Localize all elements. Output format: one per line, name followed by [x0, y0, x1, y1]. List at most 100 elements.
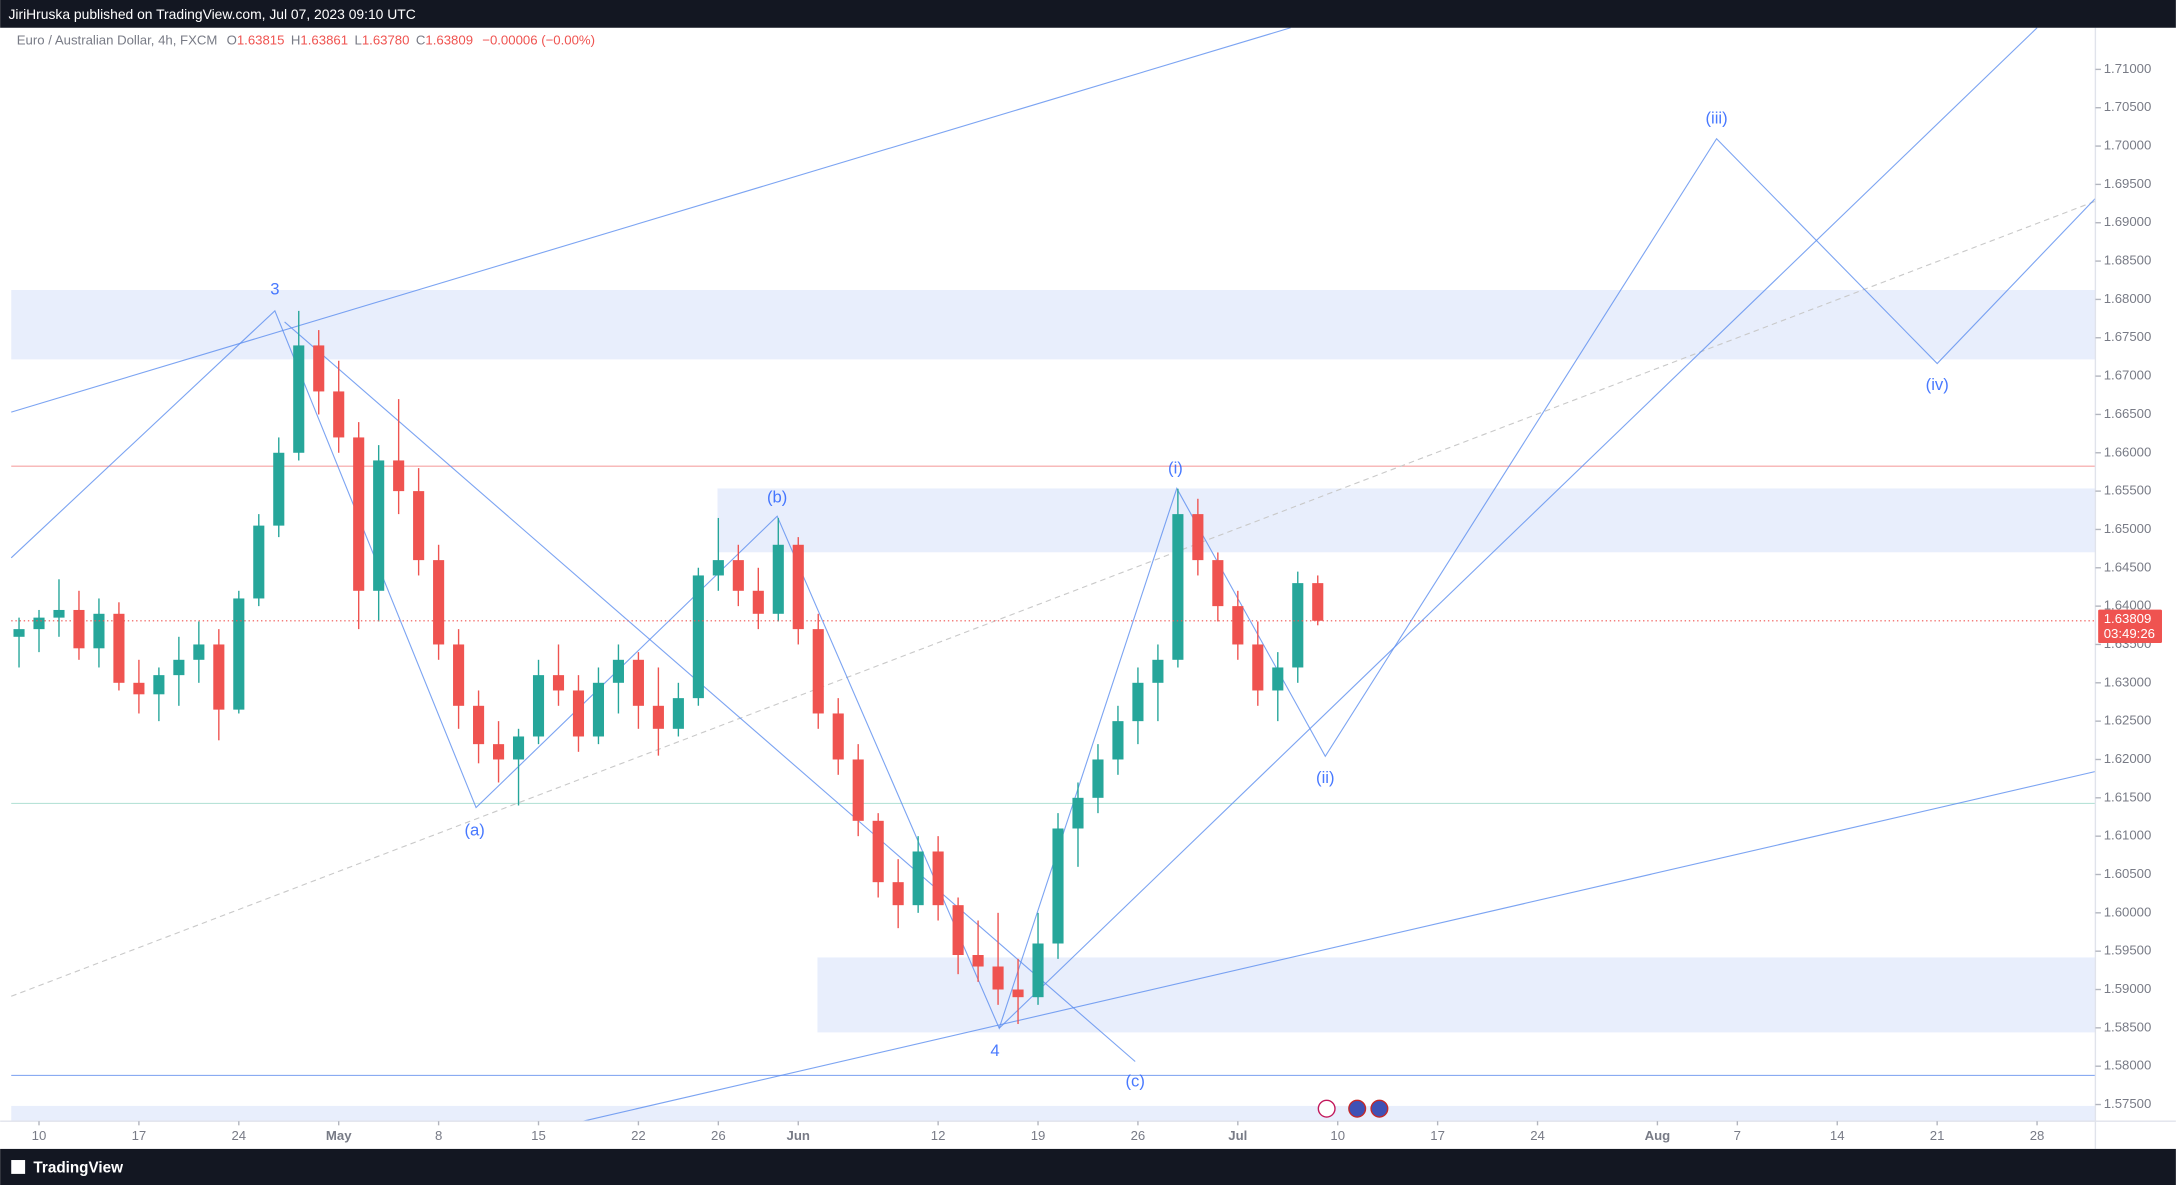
- candle-body: [113, 613, 125, 683]
- candle-body: [552, 675, 565, 691]
- x-tick-label: Aug: [1645, 1128, 1671, 1143]
- wave-label: (a): [465, 821, 485, 840]
- candle-body: [732, 560, 744, 591]
- wave-line: [284, 321, 1136, 1062]
- candle-body: [373, 460, 385, 591]
- brand-logo[interactable]: [11, 1160, 26, 1174]
- candle-body: [812, 629, 824, 714]
- wave-label: (b): [767, 488, 787, 507]
- trend-line: [998, 27, 2038, 1029]
- y-tick-label: 1.65000: [2104, 521, 2152, 536]
- candle-body: [213, 644, 225, 710]
- candle-body: [1032, 943, 1044, 998]
- x-tick-label: 8: [435, 1128, 442, 1143]
- y-tick-label: 1.68500: [2104, 253, 2152, 268]
- candle-body: [1272, 667, 1284, 691]
- candle-body: [493, 744, 505, 760]
- x-tick-label: May: [326, 1128, 352, 1143]
- candle-body: [393, 460, 405, 492]
- y-tick-label: 1.58000: [2104, 1058, 2152, 1073]
- symbol-title: Euro / Australian Dollar, 4h, FXCM: [17, 33, 218, 48]
- y-tick-label: 1.70500: [2104, 99, 2152, 114]
- candle-body: [473, 705, 485, 745]
- candle-body: [133, 682, 145, 695]
- candle-body: [612, 659, 624, 683]
- candle-body: [752, 590, 764, 614]
- x-tick-label: 7: [1734, 1128, 1741, 1143]
- y-tick-label: 1.64000: [2104, 598, 2152, 613]
- event-icon[interactable]: [1348, 1099, 1367, 1118]
- candle-body: [1292, 583, 1304, 668]
- countdown: 03:49:26: [2104, 626, 2155, 641]
- event-icon[interactable]: [1370, 1099, 1389, 1118]
- axes: 1.57500 1.58000 1.58500 1.59000 1.59500 1.600…: [32, 61, 2162, 1143]
- candle-body: [1252, 644, 1264, 691]
- y-tick-label: 1.59000: [2104, 981, 2152, 996]
- event-icon[interactable]: [1317, 1099, 1336, 1118]
- candle-body: [792, 544, 804, 630]
- candle-body: [233, 598, 245, 710]
- candle-body: [1212, 560, 1224, 607]
- y-tick-label: 1.67500: [2104, 329, 2152, 344]
- ohlc-key: C: [416, 33, 426, 48]
- candle-body: [852, 759, 864, 821]
- x-tick-label: 10: [32, 1128, 47, 1143]
- candle-body: [1172, 514, 1184, 660]
- y-tick-label: 1.71000: [2104, 61, 2152, 76]
- ohlc-value: 1.63809: [425, 33, 473, 48]
- candle-body: [712, 560, 724, 576]
- y-tick-label: 1.64500: [2104, 559, 2152, 574]
- trend-line: [11, 27, 1291, 413]
- candle-body: [93, 613, 105, 649]
- candle-body: [972, 955, 984, 967]
- candle-body: [53, 609, 65, 618]
- candle-body: [1232, 606, 1244, 645]
- y-tick-label: 1.61000: [2104, 828, 2152, 843]
- candle-body: [1192, 514, 1204, 561]
- ohlc-value: 1.63861: [300, 33, 348, 48]
- candle-body: [1012, 989, 1024, 998]
- y-tick-label: 1.57500: [2104, 1096, 2152, 1111]
- y-tick-label: 1.66000: [2104, 444, 2152, 459]
- last-price-box: [2098, 609, 2162, 643]
- y-tick-label: 1.65500: [2104, 483, 2152, 498]
- candle-body: [173, 659, 185, 676]
- candle-body: [912, 851, 924, 906]
- drawings: [10, 27, 2096, 1122]
- candle-body: [872, 820, 884, 883]
- candle-body: [1072, 797, 1084, 829]
- candle-body: [253, 525, 265, 599]
- candle-body: [13, 629, 25, 637]
- x-tick-label: 28: [2030, 1128, 2045, 1143]
- ohlc-value: 1.63815: [237, 33, 285, 48]
- ohlc-key: L: [355, 33, 362, 48]
- wave-label: 4: [990, 1041, 999, 1060]
- candle-body: [453, 644, 465, 706]
- y-tick-label: 1.61500: [2104, 789, 2152, 804]
- x-tick-label: 26: [711, 1128, 726, 1143]
- zone: [11, 1105, 2096, 1122]
- ohlc-value: 1.63780: [362, 33, 410, 48]
- x-tick-label: 19: [1031, 1128, 1046, 1143]
- wave-label: (c): [1125, 1072, 1144, 1091]
- plot: [11, 310, 2096, 1025]
- y-tick-label: 1.63000: [2104, 674, 2152, 689]
- candle-body: [33, 617, 45, 630]
- candle-body: [772, 544, 784, 614]
- wave-label: (iii): [1705, 109, 1727, 128]
- candle-body: [273, 452, 285, 526]
- wave-label: 3: [270, 279, 279, 298]
- ohlc-key: O: [227, 33, 237, 48]
- candle-body: [433, 560, 445, 645]
- top-bar: [0, 0, 2176, 28]
- candle-body: [652, 705, 664, 729]
- bottom-bar: [0, 1148, 2176, 1185]
- candle-body: [1052, 828, 1064, 944]
- wave-label: (ii): [1316, 768, 1334, 787]
- y-tick-label: 1.60000: [2104, 904, 2152, 919]
- candle-body: [1152, 659, 1164, 683]
- zone: [11, 290, 2096, 360]
- brand[interactable]: TradingView: [33, 1159, 123, 1176]
- y-tick-label: 1.62000: [2104, 751, 2152, 766]
- candle-body: [193, 644, 205, 660]
